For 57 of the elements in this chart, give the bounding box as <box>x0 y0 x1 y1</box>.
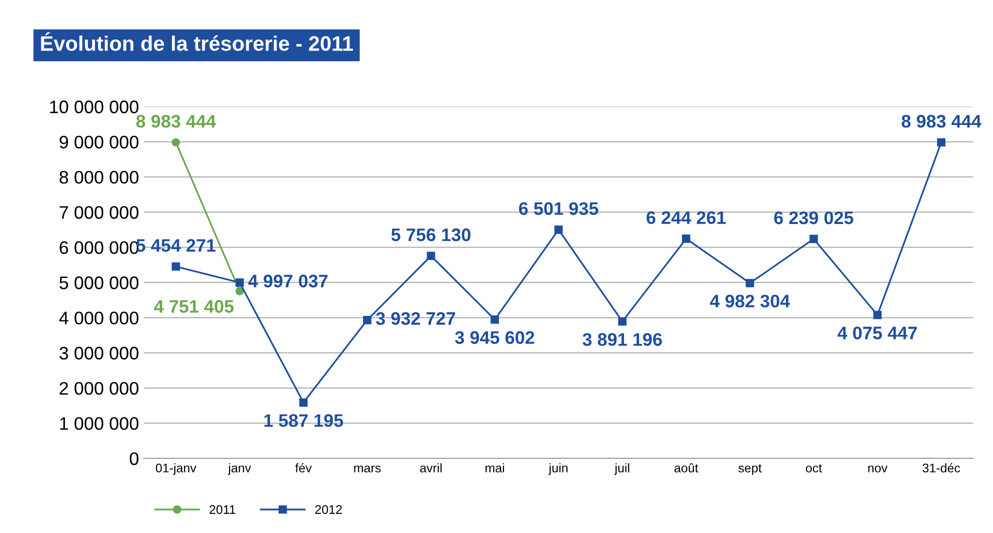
data-label: 3 945 602 <box>455 331 534 344</box>
point <box>426 252 436 260</box>
point <box>235 287 244 296</box>
point <box>810 234 818 244</box>
y-tick-label: 8 000 000 <box>60 170 138 184</box>
y-tick-label: 3 000 000 <box>59 346 138 360</box>
y-tick-label: 6 000 000 <box>60 241 138 254</box>
x-tick-label: juin <box>548 463 568 475</box>
y-tick-label: 1 000 000 <box>60 417 138 430</box>
point <box>937 138 946 147</box>
x-tick-label: 01-janv <box>156 463 196 475</box>
x-tick-label: avril <box>420 463 442 472</box>
y-tick-label: 5 000 000 <box>60 276 138 290</box>
x-tick-label: nov <box>868 466 888 472</box>
y-tick-label: 2 000 000 <box>60 382 138 395</box>
data-label: 3 891 196 <box>582 333 662 346</box>
data-label: 4 982 304 <box>710 294 790 308</box>
point <box>746 278 754 288</box>
y-tick-label: 4 000 000 <box>59 312 138 324</box>
y-tick-label: 0 <box>130 452 138 466</box>
data-label: 8 983 444 <box>136 114 216 128</box>
x-tick-label: janv <box>228 463 252 475</box>
point <box>172 138 180 147</box>
point <box>299 398 308 407</box>
point <box>873 310 882 320</box>
point <box>682 234 690 243</box>
data-label: 5 454 271 <box>136 239 216 252</box>
data-label: 8 983 444 <box>902 114 982 128</box>
legend-label: 2012 <box>315 505 342 514</box>
data-label: 3 932 727 <box>376 312 456 325</box>
point <box>490 315 499 324</box>
x-tick-label: 31-déc <box>922 463 960 472</box>
data-label: 5 756 130 <box>391 228 470 242</box>
point <box>363 316 372 324</box>
legend-label: 2011 <box>210 505 236 514</box>
y-tick-label: 9 000 000 <box>60 136 138 148</box>
point <box>235 278 244 287</box>
point <box>618 317 627 326</box>
data-label: 6 244 261 <box>646 211 726 224</box>
data-label: 6 239 025 <box>774 211 854 224</box>
x-tick-label: sept <box>738 464 762 475</box>
y-tick-label: 10 000 000 <box>50 100 138 114</box>
data-label: 6 501 935 <box>519 202 598 215</box>
y-tick-label: 7 000 000 <box>60 206 138 219</box>
x-tick-label: août <box>674 463 698 472</box>
x-tick-label: oct <box>806 464 822 472</box>
data-label: 4 751 405 <box>154 300 234 313</box>
x-tick-label: fév <box>295 463 312 472</box>
x-tick-label: mai <box>486 463 504 472</box>
data-label: 4 997 037 <box>248 274 328 288</box>
x-tick-label: mars <box>354 466 381 472</box>
data-label: 4 075 447 <box>838 326 917 340</box>
data-label: 1 587 195 <box>264 414 344 427</box>
x-tick-label: juil <box>614 463 630 475</box>
chart-title: Évolution de la trésorerie - 2011 <box>41 32 353 51</box>
point <box>554 225 563 234</box>
point <box>172 262 180 271</box>
